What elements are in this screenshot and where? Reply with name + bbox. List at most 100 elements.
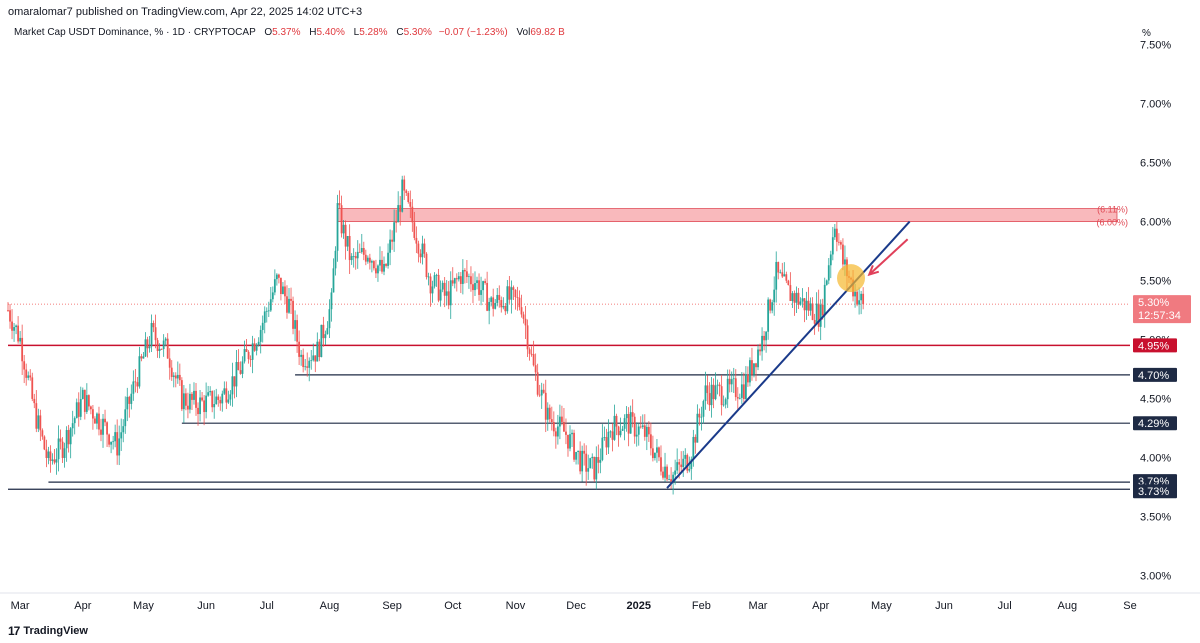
candle-body (660, 457, 662, 472)
candle-body (166, 338, 169, 359)
candle-body (328, 309, 331, 329)
candle-body (83, 389, 86, 412)
candle-body (282, 286, 284, 294)
candle-body (561, 416, 563, 422)
candle-body (550, 419, 553, 422)
candle-body (649, 434, 652, 449)
candle-body (134, 381, 137, 383)
candle-body (98, 413, 100, 430)
level-price-badge[interactable] (1133, 416, 1177, 431)
candle-body (417, 243, 420, 254)
candle-body (35, 403, 38, 429)
candle-body (837, 241, 840, 243)
y-axis-unit-label: % (1142, 28, 1151, 39)
candle-body (492, 297, 495, 309)
candle-body (362, 248, 365, 255)
candle-body (656, 447, 658, 453)
candle-body (631, 412, 634, 417)
highlight-circle[interactable] (837, 264, 866, 293)
x-tick-label: Se (1123, 600, 1136, 612)
candle-body (688, 469, 691, 471)
candle-body (771, 302, 774, 311)
candle-body (767, 299, 770, 332)
annotation-arrow[interactable] (868, 238, 909, 276)
level-price-badge-label: 4.29% (1138, 418, 1169, 430)
candle-body (605, 437, 608, 448)
candle-body (201, 397, 203, 401)
candle-body (348, 235, 351, 261)
tradingview-brand[interactable]: 17 TradingView (8, 624, 88, 638)
ascending-trendline[interactable] (666, 220, 911, 489)
candle-body (635, 434, 638, 437)
level-price-badge[interactable] (1133, 484, 1177, 499)
candle-body (571, 432, 573, 435)
candle-body (478, 280, 480, 295)
candle-body (170, 367, 173, 377)
candle-body (19, 337, 22, 342)
candle-body (773, 289, 776, 303)
candle-body (765, 331, 768, 341)
candle-body (92, 409, 94, 419)
candle-body (43, 436, 46, 450)
candle-body (856, 291, 858, 305)
candle-body (637, 426, 640, 435)
candle-body (670, 479, 672, 482)
candle-body (51, 459, 54, 461)
candle-body (587, 468, 590, 472)
candle-body (575, 451, 577, 460)
candle-body (821, 304, 824, 316)
candle-body (126, 396, 129, 410)
candle-body (205, 395, 208, 413)
candle-body (734, 378, 737, 398)
candle-body (45, 449, 48, 458)
candle-body (148, 346, 151, 349)
high-value: 5.40% (316, 27, 345, 38)
candle-body (625, 413, 628, 419)
candle-body (433, 275, 436, 287)
candle-body (33, 398, 36, 404)
zone-low-label: (6.00%) (1096, 218, 1128, 228)
candle-body (158, 348, 161, 351)
candle-body (193, 390, 195, 400)
candle-body (267, 310, 270, 312)
candle-body (302, 354, 305, 368)
candle-body (381, 259, 383, 272)
candle-body (326, 328, 329, 335)
candle-body (245, 349, 248, 352)
candle-body (480, 290, 482, 295)
candle-body (504, 305, 507, 312)
candle-body (552, 421, 555, 432)
x-tick-label: Aug (320, 600, 340, 612)
candle-body (789, 285, 792, 301)
candle-body (585, 453, 588, 472)
candle-body (316, 341, 319, 362)
candle-body (247, 351, 250, 360)
candle-body (366, 257, 369, 262)
candle-body (273, 279, 276, 293)
candle-body (583, 450, 586, 454)
candle-body (187, 405, 189, 410)
candle-body (526, 325, 529, 350)
candle-body (633, 416, 636, 437)
candle-body (474, 283, 476, 291)
volume-value: 69.82 B (530, 27, 565, 38)
symbol-name[interactable]: Market Cap USDT Dominance, % · 1D · CRYP… (14, 27, 256, 38)
level-price-badge[interactable] (1133, 367, 1177, 382)
tradingview-brand-label: TradingView (23, 625, 88, 637)
candle-body (573, 432, 575, 460)
resistance-zone[interactable] (337, 208, 1118, 222)
candle-body (720, 386, 723, 406)
current-price-badge[interactable] (1133, 295, 1191, 324)
candle-body (714, 385, 717, 400)
candle-body (71, 423, 74, 429)
level-price-badge[interactable] (1133, 338, 1177, 353)
candle-body (577, 450, 579, 452)
candle-body (207, 392, 210, 396)
candle-body (23, 361, 26, 370)
candle-body (411, 206, 414, 223)
candle-body (261, 322, 264, 330)
candle-body (740, 384, 743, 398)
candle-body (674, 470, 677, 475)
candle-body (185, 393, 187, 406)
